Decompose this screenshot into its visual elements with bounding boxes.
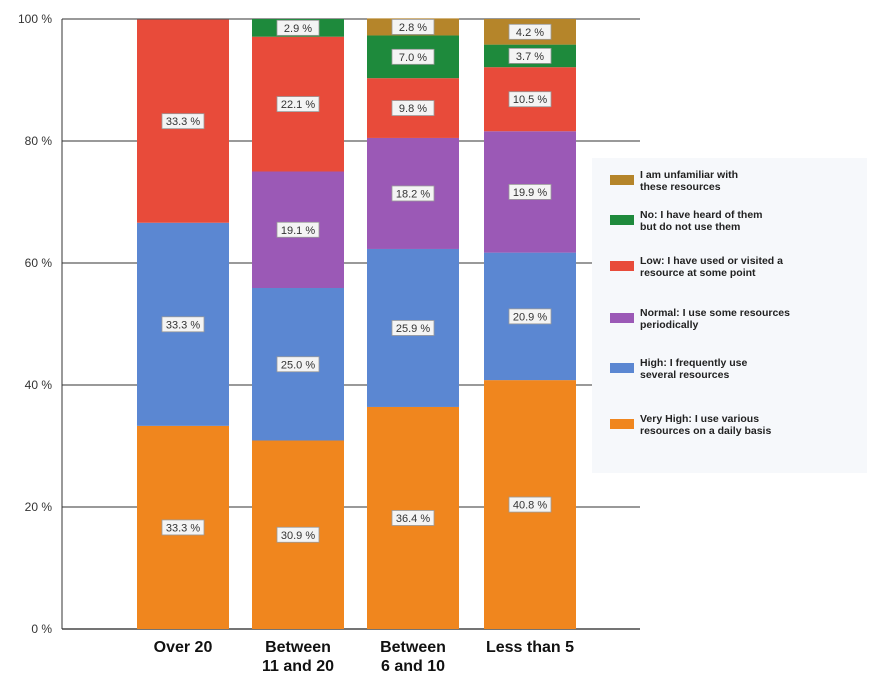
data-label: 4.2 % (516, 27, 544, 39)
data-label: 25.0 % (281, 359, 315, 371)
x-tick-label: Between 11 and 20 (262, 639, 334, 675)
legend: I am unfamiliar with these resources No: I… (592, 158, 867, 473)
legend-label: Normal: I use some resources periodically (640, 307, 790, 331)
data-label: 2.9 % (284, 23, 312, 35)
data-label-box (276, 96, 320, 112)
y-tick-label: 0 % (31, 622, 52, 636)
legend-swatch (610, 419, 634, 429)
data-label: 18.2 % (396, 188, 430, 200)
data-label-box (391, 320, 435, 336)
legend-label: High: I frequently use several resources (640, 357, 748, 381)
data-label: 19.1 % (281, 225, 315, 237)
y-tick-label: 60 % (25, 256, 53, 270)
data-label-box (161, 519, 205, 536)
data-label-box (508, 23, 552, 40)
data-label: 33.3 % (166, 116, 200, 128)
data-label: 33.3 % (166, 522, 200, 534)
data-label-box (391, 100, 435, 116)
data-label: 33.3 % (166, 319, 200, 331)
data-label: 3.7 % (516, 51, 544, 63)
data-label-box (161, 316, 205, 333)
data-label-box (508, 184, 552, 200)
x-tick-label: Over 20 (154, 639, 213, 656)
data-label-box (391, 185, 435, 202)
x-axis: Over 20 Between 11 and 20 Between 6 and 10 Le… (154, 639, 574, 675)
data-label: 10.5 % (513, 94, 547, 106)
data-label: 7.0 % (399, 52, 427, 64)
data-label: 25.9 % (396, 323, 430, 335)
data-label: 9.8 % (399, 103, 427, 115)
legend-swatch (610, 261, 634, 271)
data-label: 22.1 % (281, 99, 315, 111)
legend-background (592, 158, 867, 473)
legend-swatch (610, 175, 634, 185)
data-label: 30.9 % (281, 530, 315, 542)
y-tick-label: 100 % (18, 12, 52, 26)
data-label-box (391, 48, 435, 65)
legend-label: I am unfamiliar with these resources (640, 169, 738, 193)
data-label: 20.9 % (513, 311, 547, 323)
x-tick-label: Less than 5 (486, 639, 574, 656)
y-tick-label: 80 % (25, 134, 53, 148)
legend-swatch (610, 363, 634, 373)
data-label-box (391, 510, 435, 526)
legend-swatch (610, 215, 634, 225)
y-tick-label: 20 % (25, 500, 53, 514)
legend-label: No: I have heard of them but do not use t… (640, 209, 763, 233)
data-label-box (276, 526, 320, 543)
x-tick-label: Between 6 and 10 (380, 639, 446, 675)
data-label-box (161, 113, 205, 130)
data-labels: 33.3 % 33.3 % 33.3 % 30.9 % 25.0 % 19.1 % 22.1… (161, 19, 552, 543)
legend-label: Very High: I use various resources on a d… (640, 413, 771, 437)
data-label-box (508, 308, 552, 325)
data-label: 36.4 % (396, 513, 430, 525)
data-label-box (276, 221, 320, 238)
data-label-box (508, 91, 552, 108)
data-label: 40.8 % (513, 500, 547, 512)
legend-swatch (610, 313, 634, 323)
data-label-box (276, 19, 320, 36)
legend-label: Low: I have used or visited a resource at… (640, 255, 783, 279)
y-axis: 0 % 20 % 40 % 60 % 80 % 100 % (18, 12, 63, 636)
data-label-box (508, 48, 552, 64)
data-label-box (508, 496, 552, 513)
data-label-box (391, 19, 435, 35)
data-label-box (276, 356, 320, 373)
data-label: 2.8 % (399, 22, 427, 34)
y-tick-label: 40 % (25, 378, 53, 392)
data-label: 19.9 % (513, 187, 547, 199)
